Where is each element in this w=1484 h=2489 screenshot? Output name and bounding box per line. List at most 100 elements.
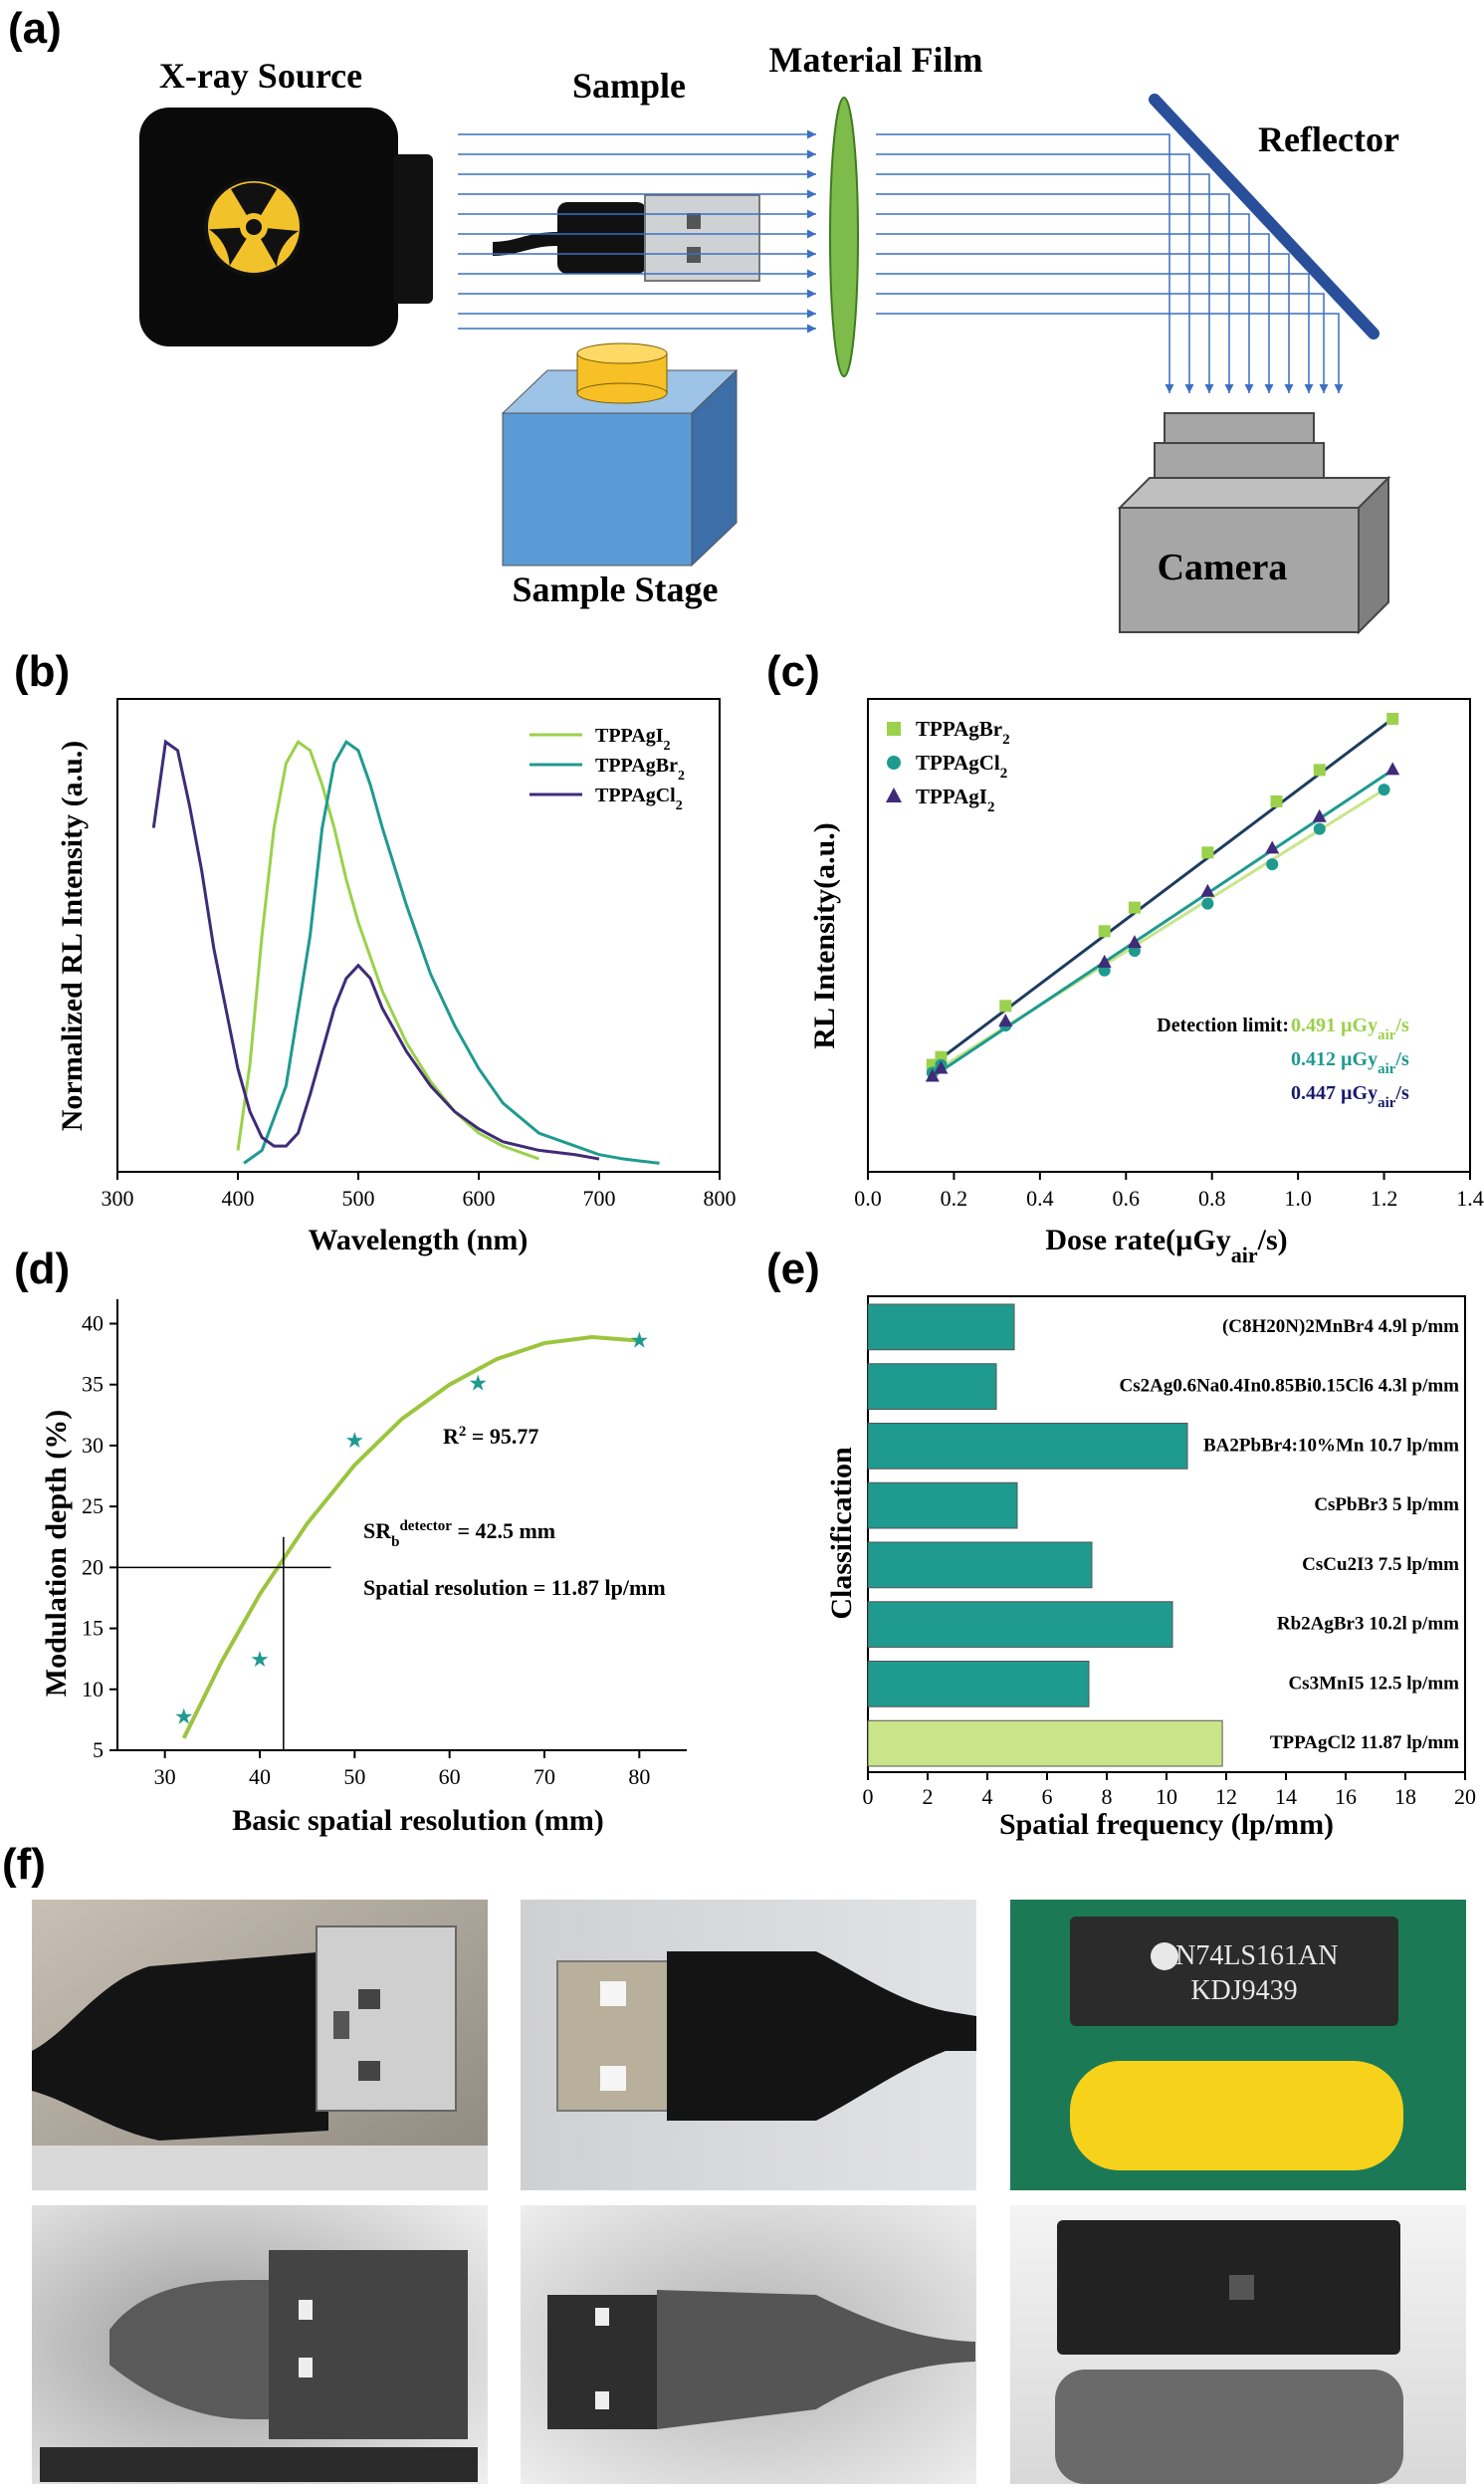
chart-b-xlabel: Wavelength (nm): [309, 1224, 529, 1256]
chart-e-bar-label: TPPAgCl2 11.87 lp/mm: [1270, 1732, 1459, 1753]
label-camera: Camera: [1158, 547, 1288, 588]
chart-e-xtick-label: 14: [1275, 1784, 1297, 1809]
chart-c-point: [1385, 762, 1400, 776]
chart-b-series-line: [236, 739, 540, 1161]
chart-e-bar: [867, 1481, 1018, 1529]
chart-e-bar-label: CsCu2I3 7.5 lp/mm: [1302, 1554, 1459, 1575]
label-sample-stage: Sample Stage: [513, 569, 719, 609]
chart-d-xtick-label: 80: [628, 1764, 650, 1789]
chart-c-xtick-label: 1.4: [1456, 1186, 1484, 1211]
chip-label-1: SN74LS161AN: [1161, 1940, 1339, 1971]
chart-d-xtick-label: 50: [343, 1764, 365, 1789]
chart-b: 300 400 500 600 700 800 TPPAgI2TPPAgBr2TPPAgC…: [56, 698, 737, 1256]
chart-c-xtick-label: 1.0: [1284, 1186, 1312, 1211]
chart-c-point: [999, 1000, 1012, 1013]
chart-c-point: [1312, 808, 1327, 822]
chart-c-point: [1127, 935, 1142, 949]
chart-c-legend-label: TPPAgBr2: [916, 717, 1010, 748]
chart-d-xtick-label: 40: [249, 1764, 271, 1789]
chip-label-2: KDJ9439: [1190, 1975, 1297, 2006]
label-xray-source: X-ray Source: [159, 56, 362, 96]
chart-d-fit-curve: [181, 1334, 640, 1739]
chart-d-xtick-label: 70: [533, 1764, 555, 1789]
chart-e-bar: [867, 1423, 1188, 1470]
chart-c-detection-value: 0.412 µGyair/s: [1291, 1048, 1409, 1077]
chart-b-series-line: [243, 739, 660, 1165]
chart-d-ytick-label: 40: [82, 1310, 104, 1335]
chart-e-bar-label: (C8H20N)2MnBr4 4.9l p/mm: [1222, 1316, 1459, 1337]
chart-b-xtick-label: 600: [463, 1186, 496, 1211]
chart-c-point: [1201, 897, 1214, 910]
chart-b-xtick-label: 800: [704, 1186, 737, 1211]
panel-label-d: (d): [14, 1244, 71, 1293]
chart-d-ylabel: Modulation depth (%): [40, 1410, 73, 1697]
chart-d-ytick-label: 5: [93, 1737, 104, 1762]
chart-c-xtick-label: 1.2: [1371, 1186, 1398, 1211]
chart-c-point: [1098, 925, 1111, 938]
chart-c-xtick-label: 0.4: [1026, 1186, 1054, 1211]
chart-d-point: ★: [629, 1327, 649, 1352]
xray-chip: [1010, 2205, 1466, 2484]
chart-c-legend-marker: [887, 722, 901, 736]
beam-group-2: [876, 133, 1344, 393]
label-sample: Sample: [572, 66, 686, 106]
beam-group-1: [458, 129, 816, 334]
panel-label-f: (f): [2, 1840, 46, 1889]
chart-d-point: ★: [468, 1370, 488, 1395]
chart-e-bar-label: Cs3MnI5 12.5 lp/mm: [1288, 1673, 1459, 1694]
chart-e-bar: [867, 1541, 1093, 1589]
chart-e-bar: [867, 1363, 997, 1410]
chart-d-point: ★: [250, 1647, 270, 1672]
chart-c-xtick-label: 0.8: [1198, 1186, 1226, 1211]
chart-e-xtick-label: 2: [923, 1784, 934, 1809]
chart-c-point: [1313, 764, 1326, 777]
chart-c-point: [1266, 858, 1279, 871]
chart-d-ytick-label: 35: [82, 1372, 104, 1397]
chart-e-xtick-label: 18: [1394, 1784, 1416, 1809]
chart-b-xtick-label: 400: [222, 1186, 255, 1211]
chart-d-ytick-label: 10: [82, 1677, 104, 1701]
chart-c-legend-label: TPPAgI2: [916, 785, 994, 815]
chart-c-point: [1270, 794, 1283, 807]
chart-d-r2: R2 = 95.77: [443, 1424, 538, 1449]
chart-d-ytick-label: 25: [82, 1493, 104, 1518]
photo-usb-1: [32, 1900, 488, 2190]
chart-c-detection-value: 0.447 µGyair/s: [1291, 1082, 1409, 1111]
chart-e-bar-label: Rb2AgBr3 10.2l p/mm: [1277, 1614, 1459, 1635]
chart-b-xtick-label: 300: [102, 1186, 134, 1211]
chart-d-ytick-label: 30: [82, 1433, 104, 1458]
chart-c: 0.0 0.2 0.4 0.6 0.8 1.0 1.2 1.4 TPPAgBr2TPPAgCl…: [808, 698, 1484, 1267]
chart-c-point: [1265, 840, 1280, 854]
panel-label-a: (a): [8, 4, 62, 53]
chart-b-legend-label: TPPAgBr2: [595, 755, 685, 784]
chart-e-bar: [867, 1601, 1173, 1648]
chart-b-ylabel: Normalized RL Intensity (a.u.): [56, 741, 89, 1132]
chart-b-xtick-label: 700: [583, 1186, 616, 1211]
chart-d-ytick-label: 20: [82, 1554, 104, 1579]
chart-b-xtick-label: 500: [342, 1186, 375, 1211]
chart-d-point: ★: [174, 1704, 194, 1729]
chart-e-xlabel: Spatial frequency (lp/mm): [999, 1808, 1334, 1841]
chart-d-xtick-label: 60: [439, 1764, 461, 1789]
chart-e-bar: [867, 1303, 1015, 1351]
photo-grid: SN74LS161AN KDJ9439: [32, 1900, 1466, 2484]
panel-label-c: (c): [766, 647, 820, 696]
chart-e: 0 2 4 6 8 10 12 14 16 18 20 (C8H20N)2MnBr4 4.9l p/…: [825, 1295, 1476, 1841]
chart-d-xlabel: Basic spatial resolution (mm): [232, 1804, 604, 1837]
chart-c-legend-marker: [887, 756, 901, 770]
chart-e-xtick-label: 8: [1102, 1784, 1113, 1809]
chart-d-spatial: Spatial resolution = 11.87 lp/mm: [363, 1575, 666, 1600]
chart-c-point: [1201, 846, 1214, 859]
chart-e-xtick-label: 4: [982, 1784, 993, 1809]
camera: [1117, 412, 1391, 635]
chart-c-detection-value: 0.491 µGyair/s: [1291, 1015, 1409, 1043]
chart-b-series-line: [151, 739, 600, 1161]
chart-e-xtick-label: 16: [1335, 1784, 1357, 1809]
chart-d-sr: SRbdetector = 42.5 mm: [363, 1518, 555, 1550]
chart-d-xtick-label: 30: [154, 1764, 176, 1789]
chart-c-xtick-label: 0.0: [854, 1186, 882, 1211]
chart-e-bar-label: CsPbBr3 5 lp/mm: [1314, 1494, 1459, 1515]
label-material-film: Material Film: [769, 40, 983, 80]
chart-e-ylabel: Classification: [825, 1447, 858, 1620]
chart-c-point: [1378, 784, 1390, 796]
